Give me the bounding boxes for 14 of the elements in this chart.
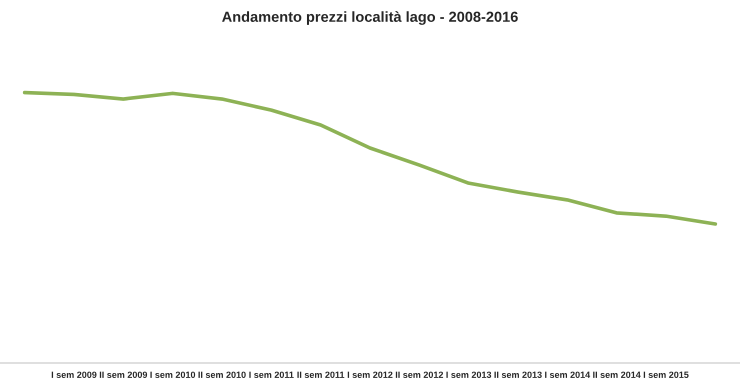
x-tick-label: II sem 2012 (396, 372, 444, 378)
x-tick-label: II sem 2013 (494, 372, 542, 378)
x-tick-label: I sem 2010 (150, 372, 196, 378)
x-tick-label: I sem 2011 (249, 372, 294, 378)
x-tick-label: I sem 2015 (644, 372, 689, 378)
x-tick-label: II sem 2011 (297, 372, 344, 378)
x-tick-label: II sem 2014 (593, 372, 641, 378)
x-tick-label: II sem 2009 (100, 372, 148, 378)
x-tick-label: I sem 2012 (348, 372, 392, 378)
chart-title: Andamento prezzi località lago - 2008-2016 (222, 11, 518, 25)
x-tick-label: II sem 2010 (198, 372, 246, 378)
x-tick-label: I sem 2009 (52, 372, 97, 378)
x-tick-label: I sem 2013 (446, 372, 492, 378)
x-tick-label: I sem 2014 (545, 372, 590, 378)
